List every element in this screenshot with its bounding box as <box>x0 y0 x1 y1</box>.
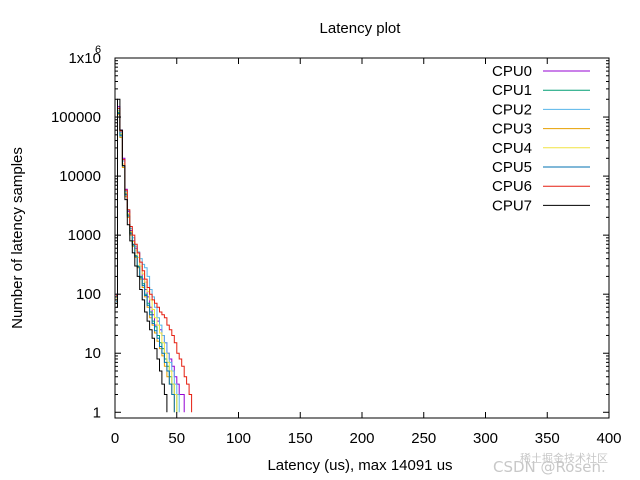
x-tick-label-250: 250 <box>411 430 436 447</box>
y-tick-label-1: 1 <box>93 404 101 421</box>
series-layer <box>116 98 193 413</box>
y-tick-label-1000: 1000 <box>68 227 101 244</box>
series-cpu2 <box>116 109 180 413</box>
x-tick-label-350: 350 <box>535 430 560 447</box>
legend-label-cpu6: CPU6 <box>492 178 532 195</box>
y-top-exponent: 6 <box>95 44 101 56</box>
legend-label-cpu1: CPU1 <box>492 82 532 99</box>
legend-label-cpu0: CPU0 <box>492 63 532 80</box>
plot-frame <box>114 57 610 419</box>
x-axis-ticks: 0 50 100 150 200 250 300 350 400 <box>111 58 622 447</box>
x-tick-label-100: 100 <box>226 430 251 447</box>
watermark: CSDN @Rosen. <box>493 458 606 476</box>
y-axis-label: Number of latency samples <box>9 147 26 329</box>
series-cpu0 <box>116 106 185 413</box>
y-tick-label-1x10: 1x10 <box>68 50 101 67</box>
x-tick-label-50: 50 <box>168 430 185 447</box>
x-tick-label-150: 150 <box>288 430 313 447</box>
legend-label-cpu5: CPU5 <box>492 159 532 176</box>
x-axis-label: Latency (us), max 14091 us <box>267 457 452 474</box>
legend-label-cpu3: CPU3 <box>492 121 532 138</box>
series-cpu7 <box>116 98 168 413</box>
series-cpu1 <box>116 111 178 413</box>
y-tick-label-10: 10 <box>84 345 101 362</box>
x-tick-label-0: 0 <box>111 430 119 447</box>
y-tick-label-10000: 10000 <box>59 168 101 185</box>
legend-label-cpu4: CPU4 <box>492 140 532 157</box>
series-cpu4 <box>116 110 178 413</box>
x-tick-label-200: 200 <box>349 430 374 447</box>
watermark-cn: 稀土掘金技术社区 <box>520 451 608 465</box>
y-tick-label-100000: 100000 <box>51 109 101 126</box>
x-tick-label-300: 300 <box>473 430 498 447</box>
legend: CPU0 CPU1 CPU2 CPU3 CPU4 CPU5 CPU6 CPU7 <box>492 63 590 214</box>
x-tick-label-400: 400 <box>596 430 621 447</box>
y-tick-label-100: 100 <box>76 286 101 303</box>
series-cpu6 <box>116 107 193 413</box>
legend-label-cpu7: CPU7 <box>492 197 532 214</box>
legend-label-cpu2: CPU2 <box>492 101 532 118</box>
chart-title: Latency plot <box>320 20 402 37</box>
